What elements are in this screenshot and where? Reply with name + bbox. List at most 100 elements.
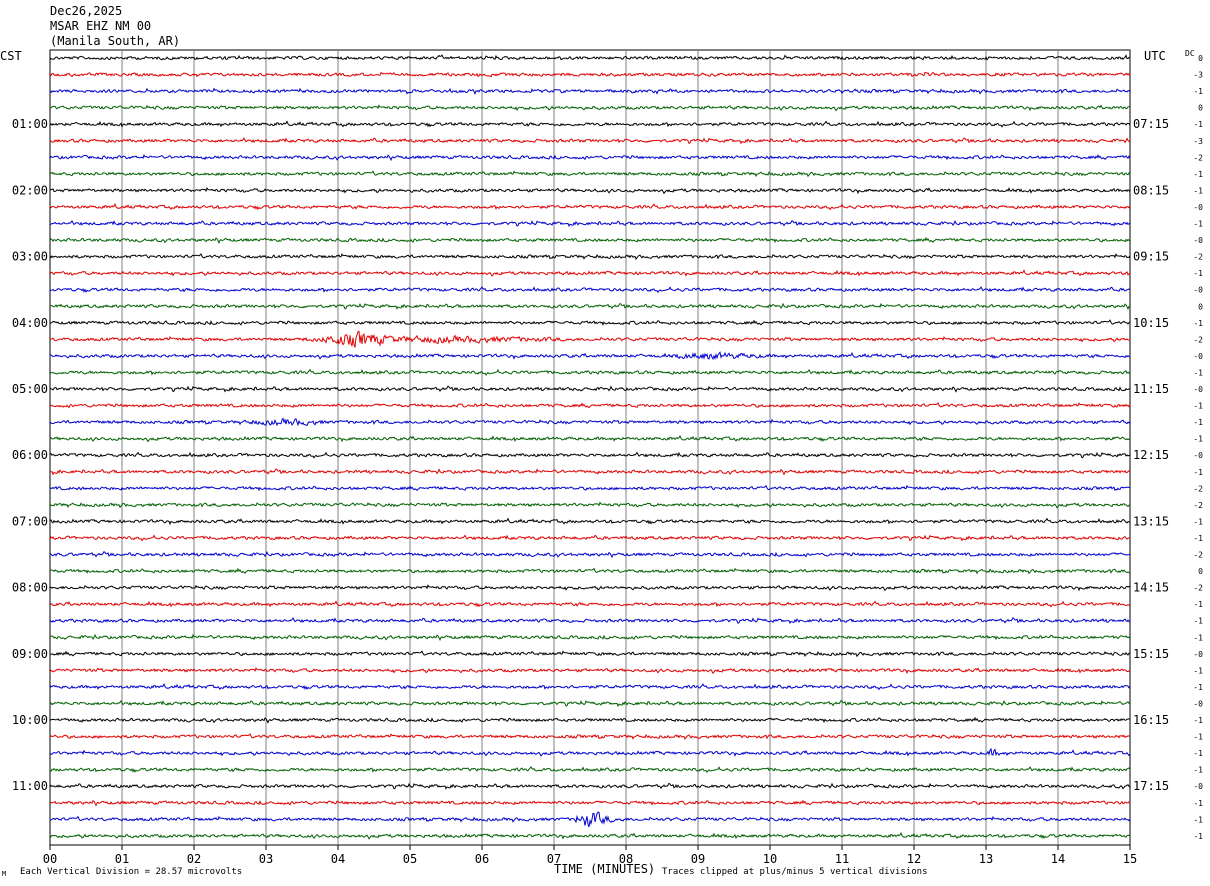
x-tick-label: 05 (403, 852, 417, 866)
seismic-trace-8 (49, 186, 1131, 195)
seismic-trace-34 (49, 617, 1131, 625)
dc-offset-label: -0 (1193, 650, 1203, 659)
dc-offset-label: -2 (1193, 335, 1203, 344)
left-hour-label: 04:00 (12, 316, 48, 330)
seismic-trace-46 (49, 811, 1131, 828)
seismic-trace-9 (49, 203, 1131, 211)
right-hour-label: 11:15 (1133, 382, 1169, 396)
dc-offset-label: -1 (1193, 766, 1203, 775)
dc-offset-label: -1 (1193, 170, 1203, 179)
x-tick-label: 00 (43, 852, 57, 866)
seismic-trace-4 (49, 120, 1131, 128)
seismic-trace-5 (49, 137, 1131, 145)
right-hour-label: 14:15 (1133, 581, 1169, 595)
dc-offset-label: -1 (1193, 749, 1203, 758)
dc-offset-label: -0 (1193, 286, 1203, 295)
x-tick-label: 14 (1051, 852, 1065, 866)
dc-offset-label: -0 (1193, 451, 1203, 460)
dc-offset-label: -2 (1193, 501, 1203, 510)
left-hour-label: 11:00 (12, 779, 48, 793)
dc-offset-label: -1 (1193, 799, 1203, 808)
corner-mark: M (2, 870, 7, 878)
seismic-trace-24 (49, 451, 1130, 459)
left-hour-label: 05:00 (12, 382, 48, 396)
x-tick-label: 01 (115, 852, 129, 866)
dc-offset-label: -1 (1193, 666, 1203, 675)
dc-offset-label: -1 (1193, 517, 1203, 526)
seismic-trace-38 (49, 683, 1131, 691)
dc-offset-label: 0 (1198, 104, 1203, 113)
dc-offset-label: -2 (1193, 584, 1203, 593)
clip-note: Traces clipped at plus/minus 5 vertical … (662, 867, 928, 877)
x-tick-label: 11 (835, 852, 849, 866)
dc-offset-label: -0 (1193, 385, 1203, 394)
x-tick-label: 10 (763, 852, 777, 866)
seismic-trace-7 (49, 170, 1131, 178)
right-timezone-label: UTC (1144, 49, 1166, 63)
dc-offset-label: -1 (1193, 534, 1203, 543)
seismic-trace-32 (49, 584, 1131, 592)
dc-offset-label: -1 (1193, 435, 1203, 444)
seismic-trace-20 (49, 385, 1131, 393)
seismic-trace-11 (49, 236, 1131, 244)
dc-offset-label: -0 (1193, 352, 1203, 361)
x-tick-label: 09 (691, 852, 705, 866)
seismic-trace-19 (49, 368, 1131, 376)
left-hour-label: 02:00 (12, 183, 48, 197)
dc-offset-label: 0 (1198, 567, 1203, 576)
dc-offset-label: -1 (1193, 319, 1203, 328)
left-hour-label: 10:00 (12, 713, 48, 727)
seismic-trace-2 (49, 87, 1131, 95)
seismic-trace-41 (49, 733, 1131, 740)
seismic-trace-18 (49, 351, 1131, 361)
x-tick-label: 13 (979, 852, 993, 866)
dc-offset-label: -1 (1193, 418, 1203, 427)
x-tick-label: 08 (619, 852, 633, 866)
seismic-trace-22 (49, 417, 1131, 427)
right-hour-label: 12:15 (1133, 448, 1169, 462)
seismic-trace-3 (49, 104, 1131, 112)
seismic-trace-25 (50, 468, 1131, 476)
seismic-trace-45 (49, 799, 1131, 807)
right-hour-label: 16:15 (1133, 713, 1169, 727)
dc-offset-label: -0 (1193, 782, 1203, 791)
seismic-trace-17 (50, 330, 1131, 348)
seismic-trace-26 (49, 484, 1130, 492)
seismic-trace-31 (49, 567, 1131, 575)
dc-offset-label: -1 (1193, 402, 1203, 411)
dc-offset-label: -1 (1193, 617, 1203, 626)
seismic-trace-43 (49, 766, 1131, 774)
seismic-trace-23 (49, 434, 1131, 443)
dc-offset-label: -0 (1193, 699, 1203, 708)
dc-offset-label: -2 (1193, 253, 1203, 262)
seismic-trace-40 (50, 716, 1131, 724)
right-hour-label: 15:15 (1133, 647, 1169, 661)
dc-offset-label: -1 (1193, 186, 1203, 195)
seismic-trace-37 (49, 666, 1131, 675)
right-hour-label: 17:15 (1133, 779, 1169, 793)
left-hour-label: 01:00 (12, 117, 48, 131)
plot-frame (49, 49, 1131, 846)
x-tick-label: 15 (1123, 852, 1137, 866)
seismic-trace-36 (49, 650, 1131, 658)
seismic-trace-15 (49, 302, 1131, 311)
dc-offset-label: -1 (1193, 87, 1203, 96)
dc-offset-label: -1 (1193, 832, 1203, 841)
seismic-trace-10 (49, 219, 1131, 227)
dc-offset-label: -1 (1193, 683, 1203, 692)
seismic-trace-29 (49, 534, 1131, 542)
seismic-trace-47 (49, 831, 1131, 840)
header-location: (Manila South, AR) (50, 34, 181, 48)
seismic-trace-14 (49, 286, 1131, 294)
dc-label: DC (1185, 49, 1195, 58)
left-hour-label: 08:00 (12, 581, 48, 595)
x-tick-label: 12 (907, 852, 921, 866)
seismic-trace-1 (49, 71, 1131, 78)
dc-offset-label: -1 (1193, 633, 1203, 642)
seismic-trace-27 (49, 501, 1130, 509)
left-hour-label: 03:00 (12, 250, 48, 264)
header-date: Dec26,2025 (50, 4, 123, 18)
x-tick-label: 03 (259, 852, 273, 866)
seismic-trace-35 (49, 633, 1131, 642)
